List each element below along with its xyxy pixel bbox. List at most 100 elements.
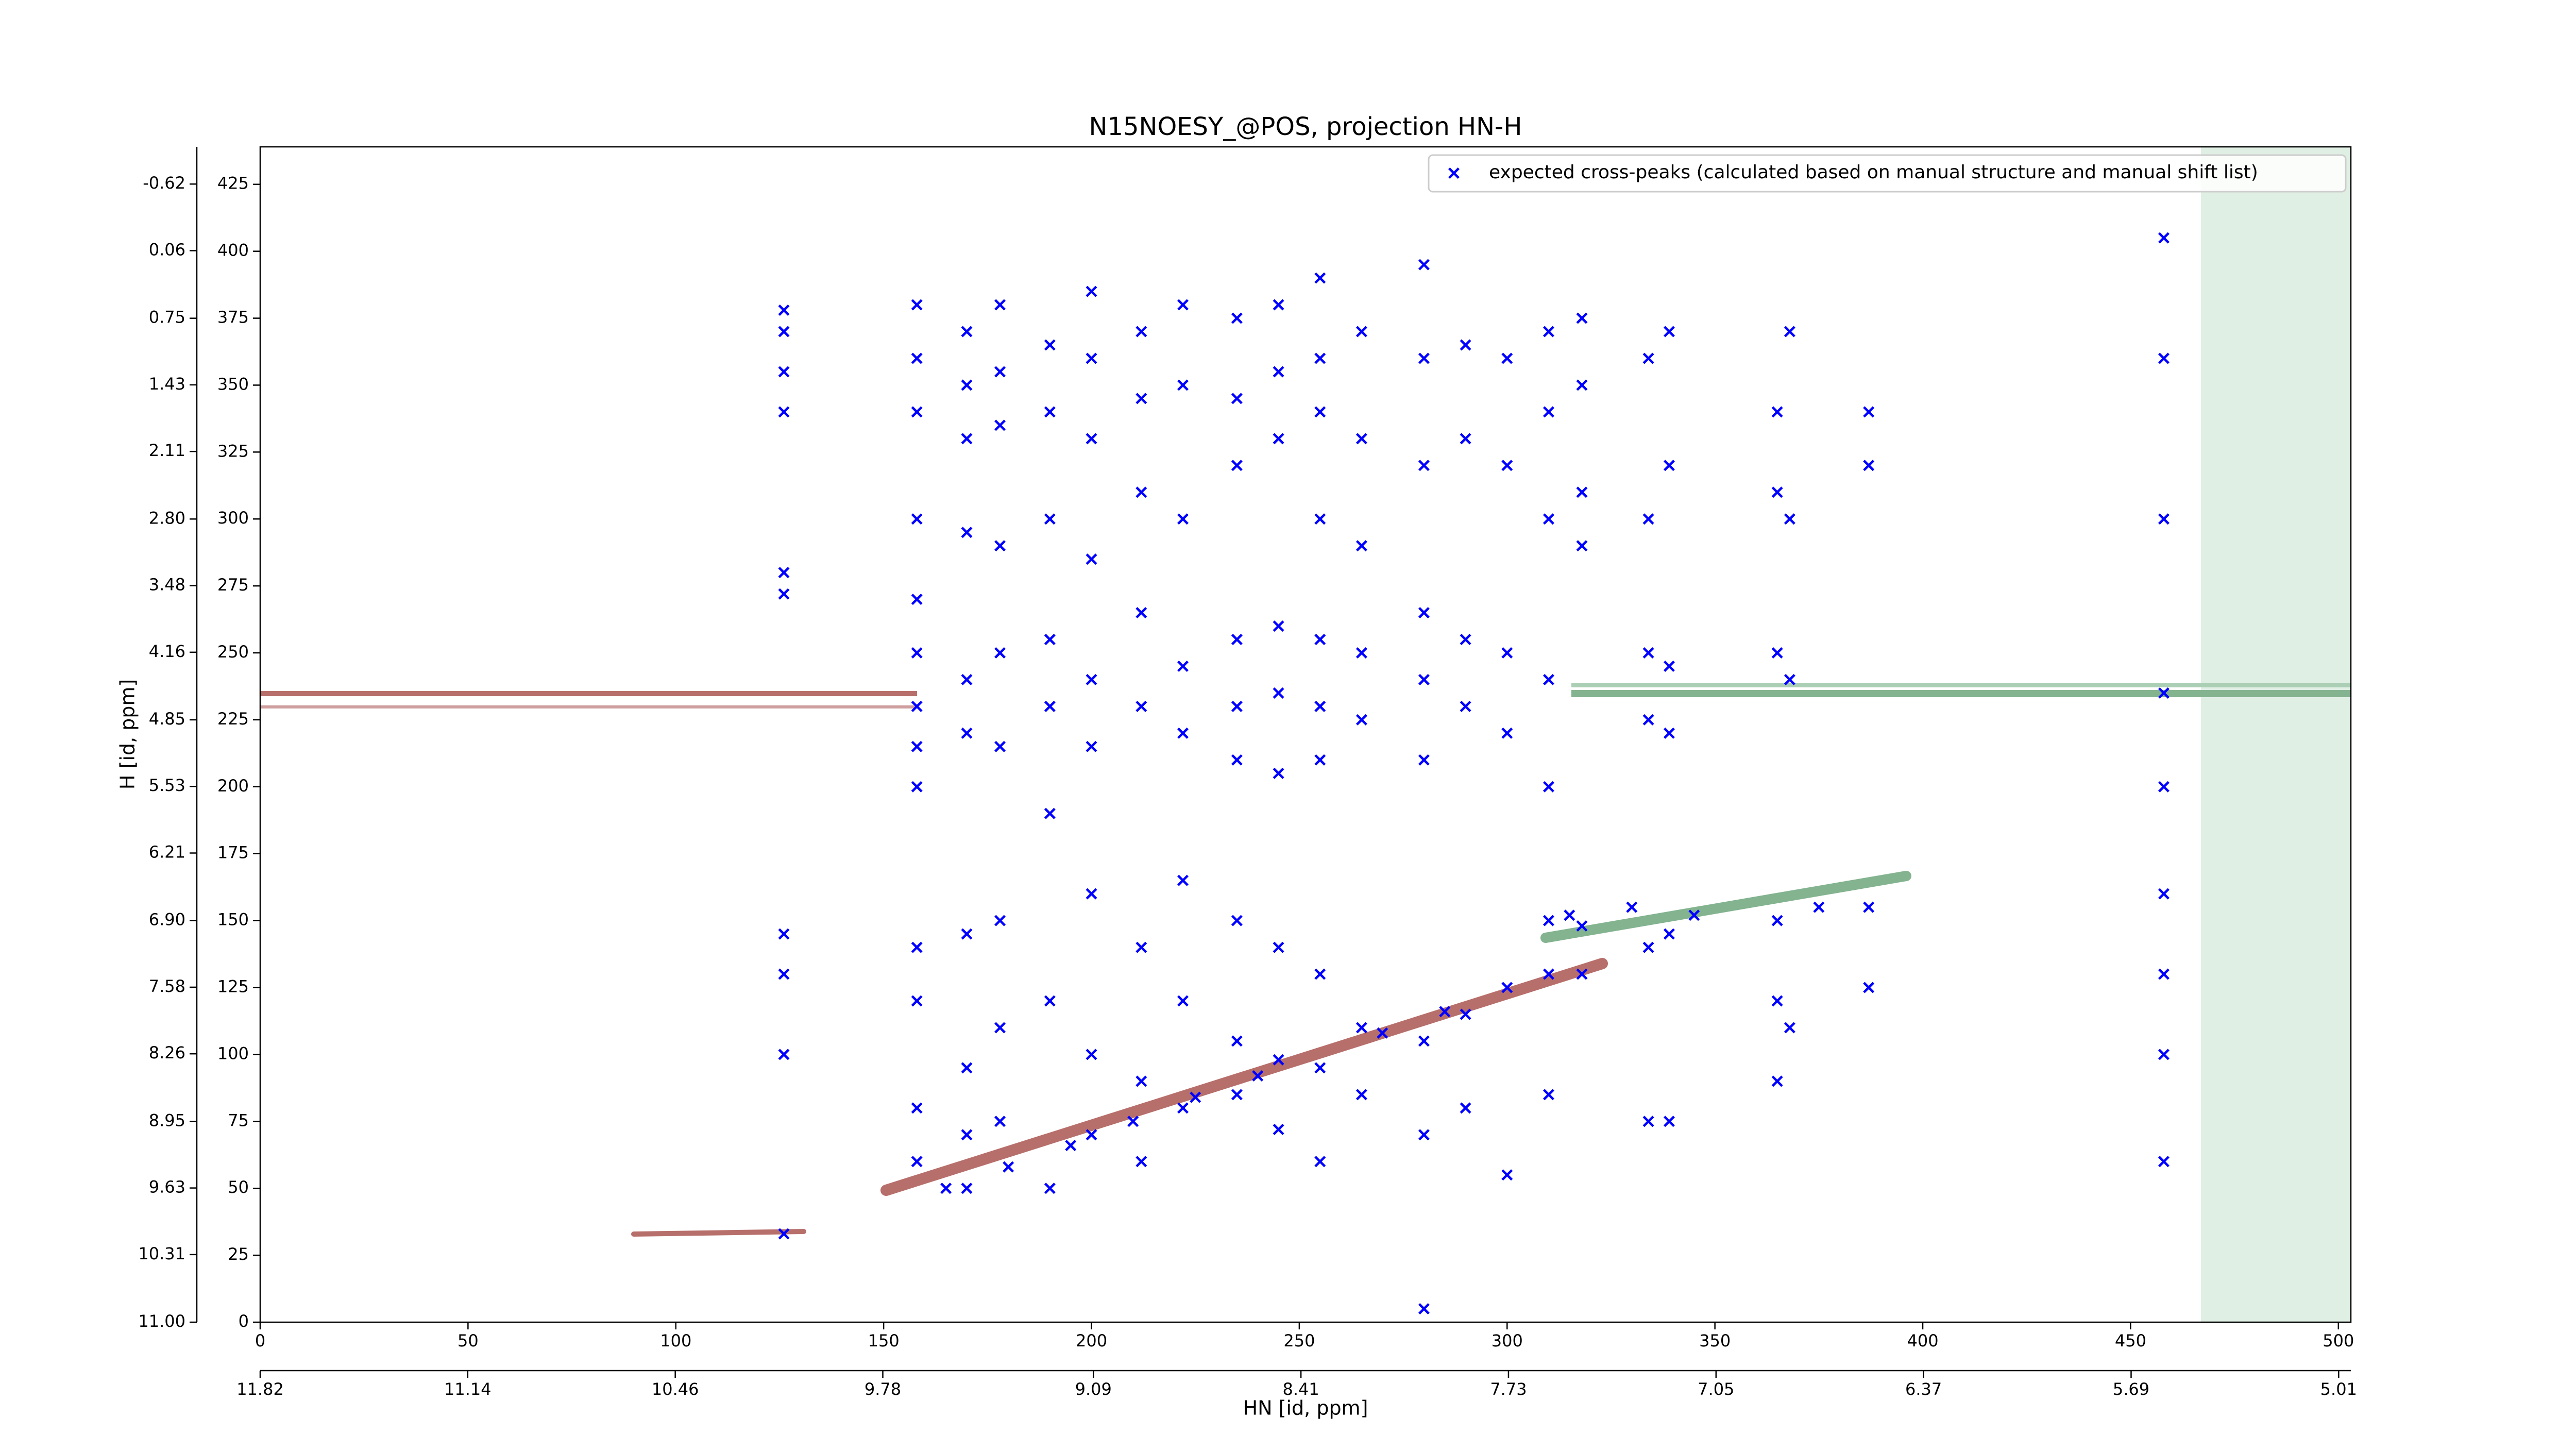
cross-peak	[1127, 1116, 1139, 1127]
cross-peak	[1576, 486, 1588, 498]
cross-peak	[1460, 1102, 1471, 1114]
x-tick-label: 500	[2323, 1331, 2354, 1351]
x-tick-label: 250	[1283, 1331, 1315, 1351]
cross-peak	[1314, 754, 1326, 766]
cross-peak	[1663, 727, 1675, 739]
x-tick-label: 50	[457, 1331, 479, 1351]
cross-peak	[778, 1228, 790, 1240]
x2-tick-label: 7.73	[1490, 1379, 1527, 1399]
cross-peak	[1177, 513, 1189, 525]
cross-peak	[778, 326, 790, 338]
cross-peak	[1136, 393, 1147, 404]
cross-peak	[994, 366, 1006, 378]
x2-tick-label: 10.46	[652, 1379, 699, 1399]
cross-peak	[2158, 1049, 2170, 1060]
cross-peak	[1314, 1156, 1326, 1168]
cross-peak	[1626, 901, 1638, 913]
cross-peak	[1642, 352, 1654, 364]
x2-tick-label: 11.14	[444, 1379, 492, 1399]
cross-peak	[1543, 968, 1554, 980]
y2-tick-label: 9.63	[149, 1177, 185, 1197]
cross-peak	[1044, 1183, 1056, 1194]
cross-peak	[1663, 661, 1675, 672]
cross-peak	[1044, 807, 1056, 819]
y-tick-label: 400	[217, 241, 249, 260]
cross-peak	[1086, 673, 1097, 685]
cross-peak	[1501, 352, 1513, 364]
x-tick-label: 450	[2115, 1331, 2146, 1351]
cross-peak	[961, 1183, 973, 1194]
x-tick-label: 200	[1076, 1331, 1107, 1351]
y-tick-label: 75	[228, 1110, 249, 1130]
cross-peak	[1314, 1062, 1326, 1074]
cross-peak	[1863, 982, 1875, 993]
cross-peak	[1086, 740, 1097, 752]
y-axis-label: H [id, ppm]	[116, 679, 139, 789]
cross-peak	[1314, 352, 1326, 364]
y-tick-label: 425	[217, 174, 249, 193]
cross-peak	[1439, 1006, 1451, 1018]
cross-peak	[1086, 352, 1097, 364]
cross-peak	[1543, 915, 1554, 926]
cross-peak	[1273, 1123, 1284, 1135]
x-tick-label: 150	[868, 1331, 900, 1351]
y2-tick-label: 0.06	[149, 240, 185, 259]
cross-peak	[1663, 326, 1675, 338]
x-tick-label: 0	[255, 1331, 265, 1351]
x-tick-label: 100	[660, 1331, 691, 1351]
cross-peak	[994, 915, 1006, 926]
cross-peak	[1418, 1035, 1430, 1047]
cross-peak	[1543, 406, 1554, 418]
cross-peak	[1177, 379, 1189, 391]
cross-peak	[1863, 460, 1875, 471]
cross-peak	[1771, 647, 1783, 659]
cross-peak	[911, 299, 923, 311]
y-tick-label: 125	[217, 977, 249, 997]
cross-peak	[1086, 433, 1097, 445]
cross-peak	[1813, 901, 1825, 913]
cross-peak	[1663, 928, 1675, 940]
y-tick-label: 375	[217, 308, 249, 327]
peak-streak	[631, 1229, 806, 1237]
cross-peak	[1231, 754, 1243, 766]
cross-peak	[1044, 339, 1056, 351]
cross-peak	[1460, 700, 1471, 712]
y2-tick-label: 8.26	[149, 1043, 185, 1062]
cross-peak	[1460, 339, 1471, 351]
cross-peak	[1314, 513, 1326, 525]
legend: expected cross-peaks (calculated based o…	[1428, 154, 2347, 193]
cross-peak	[778, 304, 790, 316]
cross-peak	[1044, 513, 1056, 525]
cross-peak	[2158, 1156, 2170, 1168]
cross-peak	[1231, 700, 1243, 712]
cross-peak	[1136, 607, 1147, 619]
cross-peak	[1177, 1102, 1189, 1114]
y-tick-label: 25	[228, 1244, 249, 1264]
cross-peak	[1273, 299, 1284, 311]
cross-peak	[1543, 326, 1554, 338]
cross-peak	[1231, 460, 1243, 471]
cross-peak	[778, 366, 790, 378]
x2-tick-label: 7.05	[1698, 1379, 1734, 1399]
cross-peak	[1501, 647, 1513, 659]
cross-peak	[1136, 941, 1147, 953]
cross-peak	[1663, 460, 1675, 471]
legend-marker	[1448, 167, 1460, 179]
cross-peak	[1086, 553, 1097, 565]
cross-peak	[1576, 920, 1588, 932]
x2-tick-label: 9.78	[865, 1379, 901, 1399]
cross-peak	[1086, 888, 1097, 900]
cross-peak	[1273, 1054, 1284, 1066]
cross-peak	[1418, 259, 1430, 271]
y2-tick-label: 2.11	[149, 441, 185, 460]
cross-peak	[1564, 909, 1575, 921]
y-tick-label: 300	[217, 508, 249, 528]
y-tick-label: 325	[217, 441, 249, 461]
cross-peak	[1460, 634, 1471, 646]
cross-peak	[1136, 1075, 1147, 1087]
cross-peak	[1231, 634, 1243, 646]
cross-peak	[1136, 326, 1147, 338]
cross-peak	[1543, 673, 1554, 685]
cross-peak	[1355, 647, 1367, 659]
plot-frame	[259, 146, 2352, 1323]
